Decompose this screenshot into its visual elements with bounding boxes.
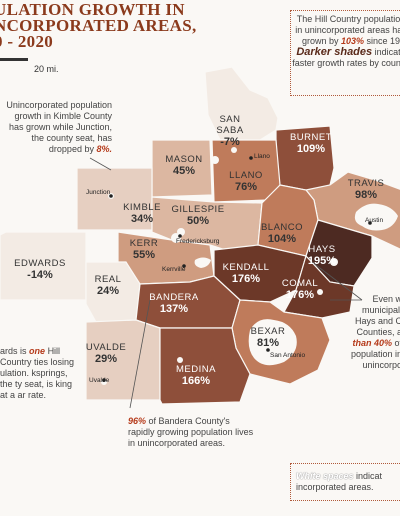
label-bexar: BEXAR 81% (250, 326, 286, 349)
label-uvalde: UVALDE 29% (85, 342, 127, 365)
label-hays: HAYS 195% (307, 244, 337, 267)
white-spaces-note: White spaces indicat incorporated areas. (296, 471, 383, 492)
scale-bar (0, 58, 28, 61)
summary-box (290, 10, 400, 96)
city-llano: Llano (254, 153, 270, 160)
county-san-saba[interactable] (204, 66, 279, 141)
label-san-saba: SAN SABA -7% (216, 114, 244, 148)
label-kimble: KIMBLE 34% (123, 202, 161, 225)
edwards-note: ards is one Hill Country ties losing ula… (0, 346, 75, 400)
city-uvalde: Uvalde (89, 377, 110, 384)
county-medina[interactable] (159, 327, 251, 405)
label-mason: MASON 45% (165, 154, 203, 177)
label-blanco: BLANCO 104% (260, 222, 304, 245)
city-junction: Junction (86, 189, 111, 196)
title-line1: ULATION GROWTH IN (0, 0, 185, 19)
kimble-note: Unincorporated population growth in Kimb… (6, 100, 112, 154)
city-fredericksburg: Fredericksburg (176, 238, 220, 245)
label-llano: LLANO 76% (229, 170, 263, 193)
city-san-antonio: San Antonio (270, 352, 306, 359)
label-gillespie: GILLESPIE 50% (171, 204, 225, 227)
label-travis: TRAVIS 98% (347, 178, 385, 201)
label-edwards: EDWARDS -14% (14, 258, 66, 281)
label-kendall: KENDALL 176% (222, 262, 270, 285)
city-austin: Austin (365, 217, 384, 224)
label-burnet: BURNET 109% (289, 132, 333, 155)
title-line2: NCORPORATED AREAS, (0, 16, 197, 35)
label-medina: MEDINA 166% (176, 364, 216, 387)
bandera-note: 96% of Bandera County's rapidly growing … (128, 416, 254, 448)
white-spaces-box (290, 463, 400, 501)
summary-text: The Hill Country population in unincorpo… (292, 14, 400, 68)
label-real: REAL 24% (94, 274, 122, 297)
hays-comal-note: Even w municipali Hays and C Counties, a… (350, 294, 400, 370)
city-kerrville: Kerrville (162, 266, 186, 273)
label-kerr: KERR 55% (129, 238, 159, 261)
scale-label: 20 mi. (34, 64, 59, 74)
map-title: ULATION GROWTH IN NCORPORATED AREAS, 0 -… (0, 0, 197, 51)
county-edwards[interactable] (0, 231, 87, 301)
label-comal: COMAL 176% (281, 278, 319, 301)
label-bandera: BANDERA 137% (149, 292, 199, 315)
title-line3: 0 - 2020 (0, 32, 54, 51)
